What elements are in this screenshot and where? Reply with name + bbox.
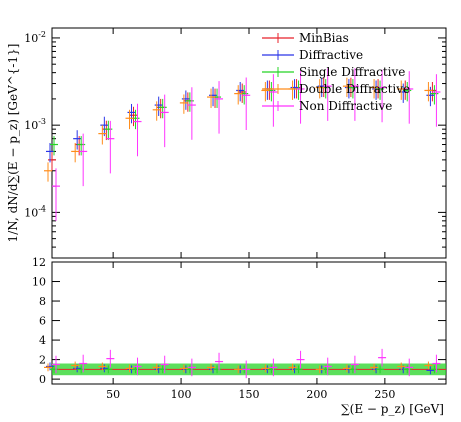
tick-exponent: -4 bbox=[38, 204, 46, 213]
x-axis-label: ∑(E − p_z) [GeV] bbox=[341, 402, 444, 416]
main-y-tick-label: 10-2 bbox=[24, 30, 46, 45]
main-plot-frame bbox=[51, 27, 447, 259]
main-data-marks bbox=[44, 68, 441, 221]
main-panel: 10-4 10-3 10-2 1/N, dN/d∑(E − p_z) [GeV^{-… bbox=[6, 27, 447, 259]
ratio-y-tick-label: 2 bbox=[39, 354, 46, 367]
ratio-y-tick-label: 0 bbox=[39, 373, 46, 386]
main-tick-labels: 10-4 10-3 10-2 bbox=[24, 30, 46, 219]
ratio-data-marks bbox=[44, 348, 441, 379]
main-y-tick-label: 10-4 bbox=[24, 204, 46, 219]
legend-entry: Diffractive bbox=[299, 48, 363, 62]
ratio-y-tick-label: 4 bbox=[39, 334, 46, 347]
main-y-tick-label: 10-3 bbox=[24, 117, 46, 132]
ratio-y-tick-label: 10 bbox=[32, 276, 46, 289]
ratio-axis-ticks bbox=[52, 261, 446, 384]
x-tick-label: 150 bbox=[239, 388, 260, 401]
ratio-tick-labels: 50 100 150 200 250 0 2 4 6 8 10 12 bbox=[32, 256, 395, 401]
main-axis-ticks bbox=[52, 28, 446, 259]
legend-entry: Single Diffractive bbox=[299, 65, 405, 79]
x-tick-label: 50 bbox=[106, 388, 120, 401]
ratio-y-tick-label: 8 bbox=[39, 295, 46, 308]
x-tick-label: 250 bbox=[374, 388, 395, 401]
main-y-axis-label: 1/N, dN/d∑(E − p_z) [GeV^{-1}] bbox=[6, 44, 20, 243]
ratio-y-tick-label: 12 bbox=[32, 256, 46, 269]
ratio-panel: 50 100 150 200 250 0 2 4 6 8 10 12 ∑(E − p_z) [GeV] bbox=[32, 256, 447, 416]
legend-entry: Non Diffractive bbox=[299, 99, 392, 113]
tick-exponent: -2 bbox=[38, 30, 46, 39]
x-tick-label: 100 bbox=[171, 388, 192, 401]
x-tick-label: 200 bbox=[306, 388, 327, 401]
ratio-y-tick-label: 6 bbox=[39, 315, 46, 328]
legend-entry: MinBias bbox=[299, 31, 349, 45]
legend-entry: Double Diffractive bbox=[299, 82, 410, 96]
tick-exponent: -3 bbox=[38, 117, 46, 126]
legend: MinBias Diffractive Single Diffractive Doub… bbox=[262, 31, 410, 113]
